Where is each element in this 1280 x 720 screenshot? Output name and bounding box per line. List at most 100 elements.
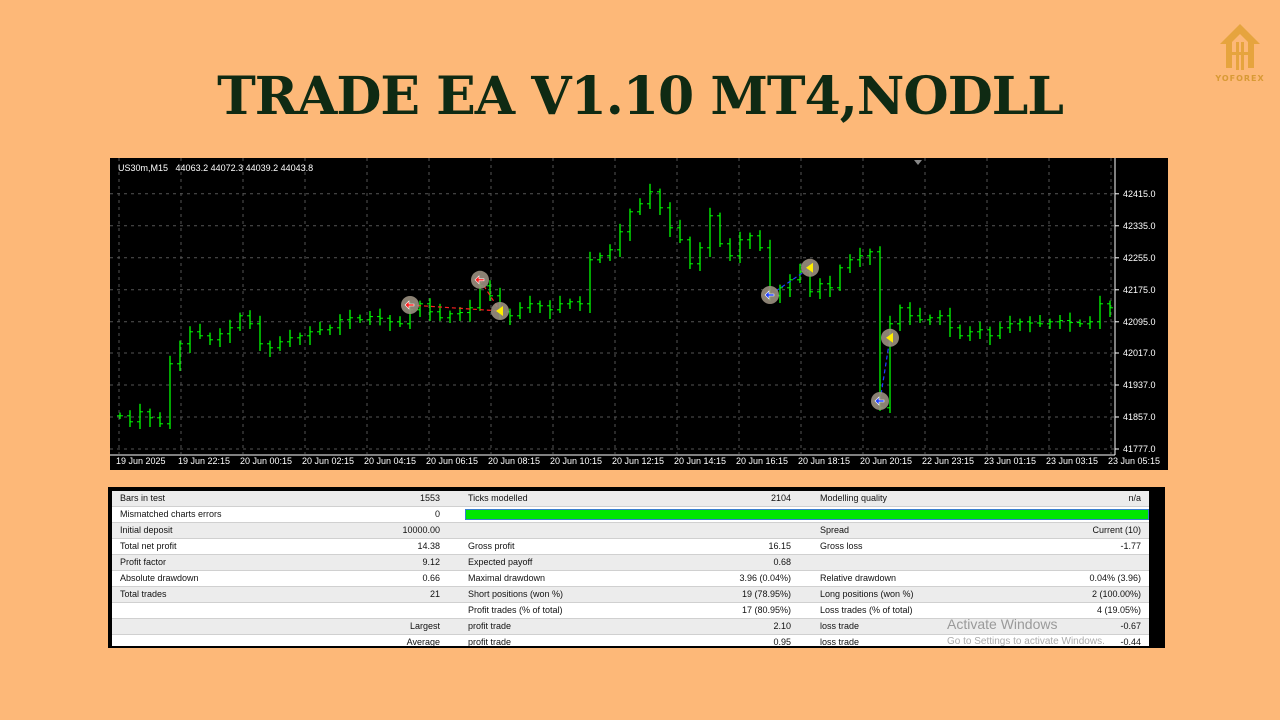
report-cell-c3: Long positions (won %) (820, 589, 914, 599)
report-cell-c3: loss trade (820, 621, 860, 631)
y-tick-label: 41857.0 (1123, 412, 1156, 422)
report-cell-v3: -0.67 (1120, 621, 1141, 631)
x-tick-label: 20 Jun 18:15 (798, 456, 850, 466)
x-tick-label: 20 Jun 04:15 (364, 456, 416, 466)
report-row: Largest profit trade 2.10 loss trade -0.67 (112, 619, 1149, 635)
report-cell-c2: Profit trades (% of total) (468, 605, 563, 615)
x-tick-label: 20 Jun 14:15 (674, 456, 726, 466)
report-row: Total trades 21 Short positions (won %) 19 … (112, 587, 1149, 603)
report-cell-v2: 16.15 (768, 541, 791, 551)
report-cell-c2: profit trade (468, 637, 512, 646)
report-row: Average profit trade 0.95 loss trade -0.44 (112, 635, 1149, 646)
report-cell-v3: 2 (100.00%) (1091, 589, 1141, 599)
x-tick-label: 20 Jun 12:15 (612, 456, 664, 466)
x-tick-label: 20 Jun 08:15 (488, 456, 540, 466)
y-tick-label: 41777.0 (1123, 444, 1156, 454)
report-cell-c1: Total trades (120, 589, 167, 599)
report-cell-v3: 4 (19.05%) (1096, 605, 1141, 615)
y-tick-label: 42255.0 (1123, 253, 1156, 263)
x-tick-label: 20 Jun 16:15 (736, 456, 788, 466)
close-arrow-icon (806, 262, 813, 273)
report-row: Mismatched charts errors 0 (112, 507, 1149, 523)
x-tick-label: 20 Jun 06:15 (426, 456, 478, 466)
y-tick-label: 42415.0 (1123, 189, 1156, 199)
report-cell-v1: 21 (429, 589, 440, 599)
trade-line (879, 337, 891, 402)
buy-arrow-icon (474, 275, 485, 285)
report-cell-v1: 1553 (419, 493, 440, 503)
report-cell-c2: Expected payoff (468, 557, 533, 567)
report-cell-c3: Spread (820, 525, 850, 535)
report-cell-v1: 0.66 (422, 573, 440, 583)
y-tick-label: 42095.0 (1123, 317, 1156, 327)
report-cell-c3: Relative drawdown (820, 573, 897, 583)
report-row: Absolute drawdown 0.66 Maximal drawdown 3.9… (112, 571, 1149, 587)
report-cell-c1: Profit factor (120, 557, 167, 567)
report-cell-c3: Gross loss (820, 541, 863, 551)
report-cell-v3: Current (10) (1092, 525, 1141, 535)
report-cell-v2: 0.95 (773, 637, 791, 646)
ohlc-label: 44063.2 44072.3 44039.2 44043.8 (175, 163, 314, 173)
report-table: Bars in test 1553 Ticks modelled 2104 Modell… (112, 491, 1149, 646)
report-cell-v1: 9.12 (422, 557, 440, 567)
report-cell-c2: Short positions (won %) (468, 589, 564, 599)
report-cell-c1: Absolute drawdown (120, 573, 199, 583)
report-cell-v1: 0 (434, 509, 440, 519)
report-cell-v1: Largest (409, 621, 440, 631)
yoforex-logo: YOFOREX (1208, 22, 1272, 88)
x-tick-label: 20 Jun 00:15 (240, 456, 292, 466)
report-cell-v3: 0.04% (3.96) (1089, 573, 1141, 583)
y-tick-label: 41937.0 (1123, 380, 1156, 390)
activate-windows-subtext: Go to Settings to activate Windows. (947, 636, 1105, 646)
activate-windows-watermark: Activate Windows (947, 616, 1058, 632)
report-cell-c1: Initial deposit (120, 525, 173, 535)
report-cell-v2: 0.68 (773, 557, 791, 567)
report-cell-v2: 2.10 (773, 621, 791, 631)
x-tick-label: 23 Jun 01:15 (984, 456, 1036, 466)
x-tick-label: 23 Jun 05:15 (1108, 456, 1160, 466)
chart-symbol-info: US30m,M15 44063.2 44072.3 44039.2 44043.… (118, 163, 313, 173)
x-tick-label: 20 Jun 20:15 (860, 456, 912, 466)
x-tick-label: 19 Jun 22:15 (178, 456, 230, 466)
trade-line (409, 304, 501, 312)
report-row: Initial deposit 10000.00 Spread Current (10… (112, 523, 1149, 539)
report-cell-v1: 10000.00 (402, 525, 440, 535)
report-cell-c1: Mismatched charts errors (120, 509, 222, 519)
strategy-report: Bars in test 1553 Ticks modelled 2104 Modell… (108, 487, 1165, 648)
sell-arrow-icon (874, 396, 885, 406)
logo-text: YOFOREX (1215, 74, 1265, 83)
close-arrow-icon (496, 306, 503, 316)
report-cell-c2: profit trade (468, 621, 512, 631)
report-cell-c1: Bars in test (120, 493, 166, 503)
x-tick-label: 19 Jun 2025 (116, 456, 166, 466)
modelling-quality-bar (465, 509, 1149, 520)
report-row: Profit factor 9.12 Expected payoff 0.68 (112, 555, 1149, 571)
report-cell-v2: 17 (80.95%) (741, 605, 791, 615)
report-cell-v3: -0.44 (1120, 637, 1141, 646)
report-row: Profit trades (% of total) 17 (80.95%) Los… (112, 603, 1149, 619)
report-cell-v2: 2104 (770, 493, 791, 503)
price-chart[interactable]: 42415.0 42335.0 42255.0 42175.0 42095.0 42017… (110, 158, 1168, 470)
report-cell-c3: loss trade (820, 637, 860, 646)
report-cell-v2: 19 (78.95%) (741, 589, 791, 599)
report-cell-c2: Maximal drawdown (468, 573, 546, 583)
page-title: TRADE EA V1.10 MT4,NODLL (217, 66, 1064, 127)
report-cell-c2: Gross profit (468, 541, 515, 551)
report-row: Bars in test 1553 Ticks modelled 2104 Modell… (112, 491, 1149, 507)
report-cell-c3: Modelling quality (820, 493, 888, 503)
chart-shift-marker (914, 160, 922, 165)
y-tick-label: 42175.0 (1123, 285, 1156, 295)
chart-canvas: 42415.0 42335.0 42255.0 42175.0 42095.0 42017… (110, 158, 1160, 466)
symbol-label: US30m,M15 (118, 163, 169, 173)
report-cell-v1: 14.38 (417, 541, 440, 551)
x-tick-label: 20 Jun 02:15 (302, 456, 354, 466)
buy-arrow-icon (404, 300, 415, 310)
y-tick-label: 42335.0 (1123, 221, 1156, 231)
report-cell-c3: Loss trades (% of total) (820, 605, 913, 615)
sell-arrow-icon (764, 290, 775, 300)
report-cell-c2: Ticks modelled (468, 493, 528, 503)
x-tick-label: 22 Jun 23:15 (922, 456, 974, 466)
report-cell-v3: -1.77 (1120, 541, 1141, 551)
x-tick-label: 20 Jun 10:15 (550, 456, 602, 466)
x-tick-label: 23 Jun 03:15 (1046, 456, 1098, 466)
